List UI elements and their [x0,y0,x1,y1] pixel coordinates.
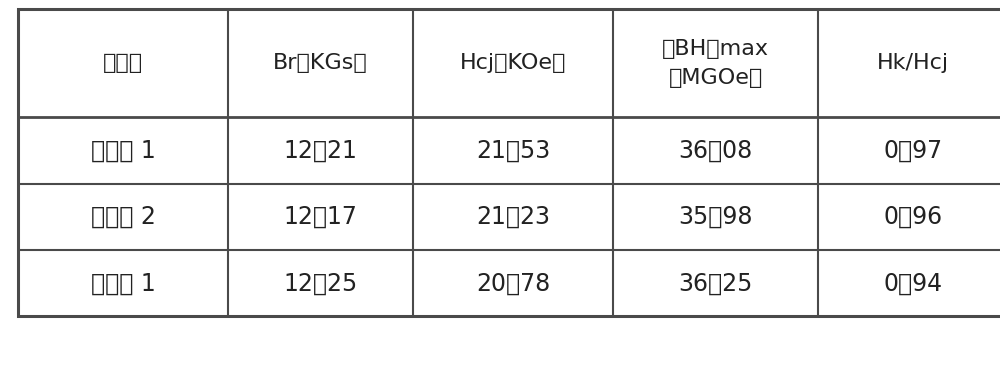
Text: Br（KGs）: Br（KGs） [273,53,368,74]
Text: 12．25: 12．25 [283,271,358,295]
Bar [18,9,1000,316]
Text: 0．97: 0．97 [883,139,943,163]
Text: 0．96: 0．96 [883,205,943,229]
Text: （BH）max
（MGOe）: （BH）max （MGOe） [662,39,769,88]
Text: 实施例 1: 实施例 1 [91,139,155,163]
Text: Hcj（KOe）: Hcj（KOe） [460,53,566,74]
Text: 0．94: 0．94 [883,271,943,295]
Text: 实施例: 实施例 [103,53,143,74]
Text: 12．21: 12．21 [284,139,357,163]
Text: 对比例 1: 对比例 1 [91,271,155,295]
Text: 21．23: 21．23 [476,205,550,229]
Text: 12．17: 12．17 [284,205,357,229]
Text: 21．53: 21．53 [476,139,550,163]
Text: Hk/Hcj: Hk/Hcj [877,53,949,74]
Text: 35．98: 35．98 [678,205,753,229]
Text: 20．78: 20．78 [476,271,550,295]
Text: 实施例 2: 实施例 2 [91,205,155,229]
Text: 36．08: 36．08 [678,139,753,163]
Text: 36．25: 36．25 [678,271,753,295]
